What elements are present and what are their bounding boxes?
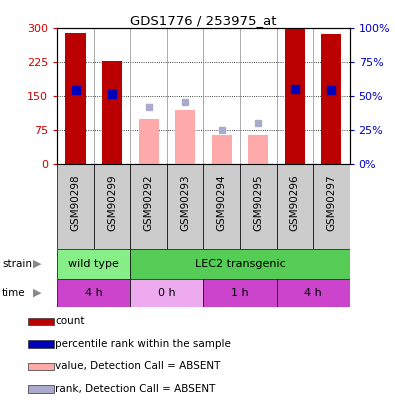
- Bar: [203, 279, 276, 307]
- Bar: [313, 164, 350, 249]
- Bar: [175, 110, 195, 164]
- Bar: [167, 164, 203, 249]
- Text: LEC2 transgenic: LEC2 transgenic: [195, 259, 285, 269]
- Bar: [285, 29, 305, 164]
- Text: GSM90298: GSM90298: [71, 174, 81, 231]
- Text: time: time: [2, 288, 26, 298]
- Text: value, Detection Call = ABSENT: value, Detection Call = ABSENT: [55, 361, 221, 371]
- Bar: [66, 33, 86, 164]
- Text: count: count: [55, 316, 85, 326]
- Bar: [57, 164, 94, 249]
- Text: 4 h: 4 h: [304, 288, 322, 298]
- Bar: [276, 164, 313, 249]
- Bar: [57, 279, 130, 307]
- Text: GSM90297: GSM90297: [326, 174, 336, 231]
- Bar: [321, 34, 341, 164]
- Bar: [175, 110, 195, 164]
- Bar: [28, 318, 54, 325]
- Text: rank, Detection Call = ABSENT: rank, Detection Call = ABSENT: [55, 384, 216, 394]
- Title: GDS1776 / 253975_at: GDS1776 / 253975_at: [130, 14, 276, 27]
- Text: GSM90294: GSM90294: [217, 174, 227, 231]
- Bar: [102, 61, 122, 164]
- Text: GSM90296: GSM90296: [290, 174, 300, 231]
- Text: wild type: wild type: [68, 259, 119, 269]
- Text: GSM90295: GSM90295: [253, 174, 263, 231]
- Bar: [28, 340, 54, 347]
- Bar: [203, 164, 240, 249]
- Bar: [28, 363, 54, 370]
- Text: GSM90292: GSM90292: [144, 174, 154, 231]
- Bar: [130, 279, 203, 307]
- Text: percentile rank within the sample: percentile rank within the sample: [55, 339, 231, 349]
- Bar: [212, 134, 232, 164]
- Text: GSM90293: GSM90293: [180, 174, 190, 231]
- Text: 0 h: 0 h: [158, 288, 176, 298]
- Bar: [28, 385, 54, 392]
- Text: 1 h: 1 h: [231, 288, 249, 298]
- Text: 4 h: 4 h: [85, 288, 103, 298]
- Bar: [94, 164, 130, 249]
- Bar: [240, 164, 276, 249]
- Bar: [130, 164, 167, 249]
- Text: GSM90299: GSM90299: [107, 174, 117, 231]
- Text: strain: strain: [2, 259, 32, 269]
- Bar: [139, 119, 159, 164]
- Text: ▶: ▶: [33, 259, 41, 269]
- Bar: [57, 249, 130, 279]
- Bar: [130, 249, 350, 279]
- Text: ▶: ▶: [33, 288, 41, 298]
- Bar: [248, 134, 268, 164]
- Bar: [276, 279, 350, 307]
